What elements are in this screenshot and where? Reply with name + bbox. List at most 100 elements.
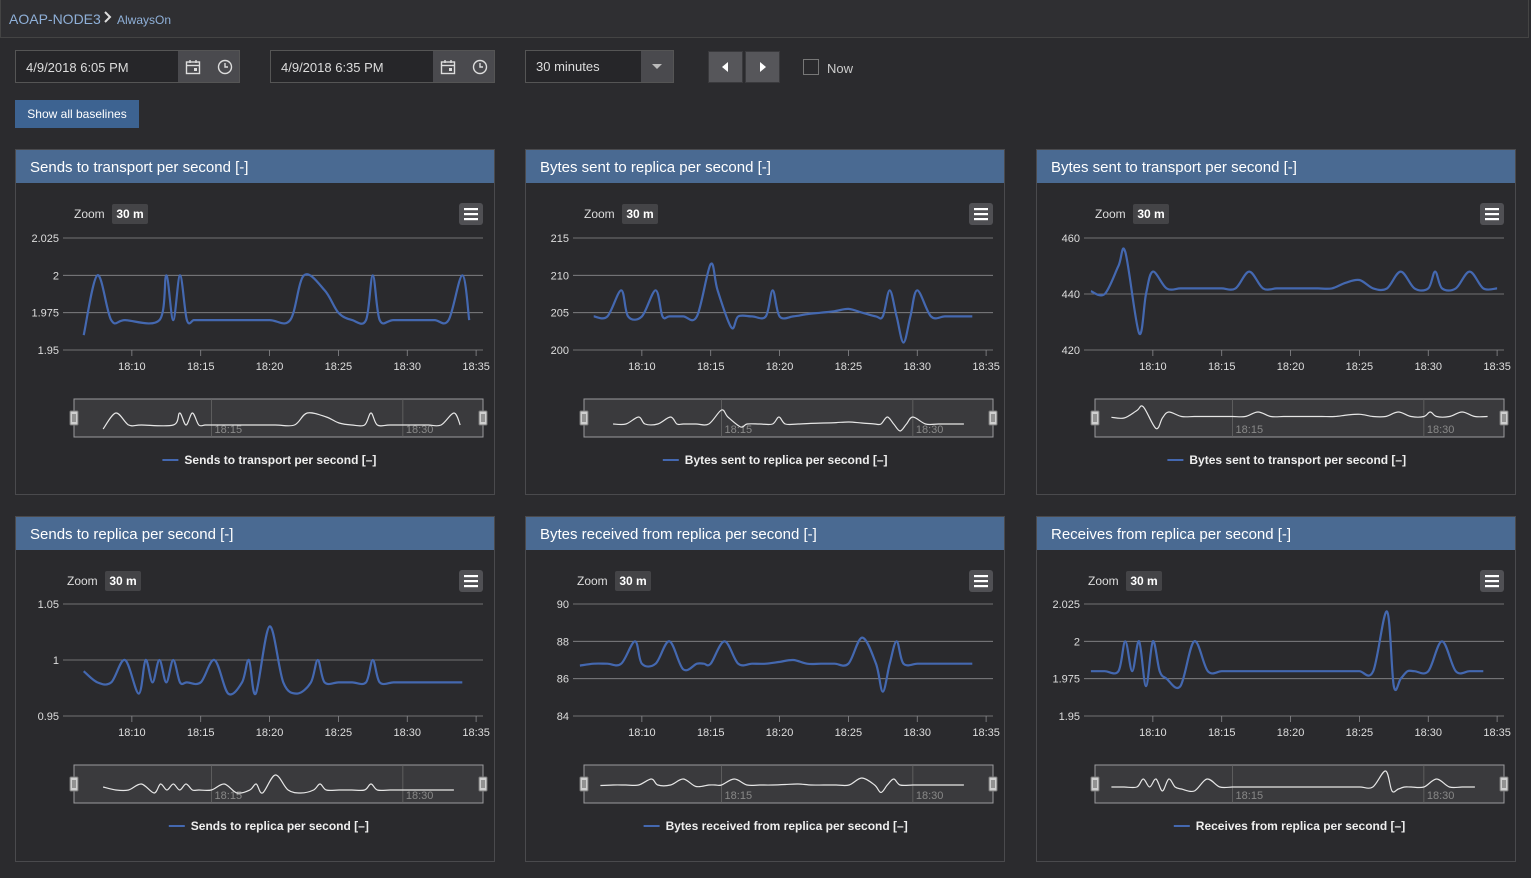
navigator-handle[interactable] bbox=[69, 410, 79, 426]
navigator[interactable] bbox=[1094, 398, 1505, 438]
prev-button[interactable] bbox=[708, 51, 743, 83]
x-tick-label: 18:20 bbox=[1277, 727, 1305, 739]
y-tick-label: 200 bbox=[551, 345, 569, 357]
navigator-tick-label: 18:30 bbox=[916, 790, 944, 802]
navigator-handle[interactable] bbox=[69, 776, 79, 792]
x-tick-label: 18:10 bbox=[1139, 361, 1167, 373]
menu-bar bbox=[1485, 213, 1499, 216]
now-checkbox[interactable] bbox=[803, 59, 819, 75]
zoom-30m-button[interactable] bbox=[112, 204, 148, 224]
x-tick-label: 18:15 bbox=[1208, 727, 1236, 739]
legend-item[interactable]: Receives from replica per second [–] bbox=[1196, 819, 1405, 833]
end-datetime-value[interactable]: 4/9/2018 6:35 PM bbox=[281, 60, 384, 75]
x-tick-label: 18:10 bbox=[628, 727, 656, 739]
zoom-30m-button[interactable] bbox=[1133, 204, 1169, 224]
now-label[interactable]: Now bbox=[827, 61, 854, 76]
y-tick-label: 215 bbox=[551, 233, 569, 245]
calendar-icon[interactable] bbox=[185, 59, 201, 75]
panel-title: Sends to transport per second [-] bbox=[30, 159, 249, 176]
zoom-value[interactable]: 30 m bbox=[626, 207, 653, 221]
clock-icon[interactable] bbox=[472, 59, 488, 75]
zoom-30m-button[interactable] bbox=[1126, 571, 1162, 591]
y-tick-label: 210 bbox=[551, 270, 569, 282]
show-all-baselines-button[interactable]: Show all baselines bbox=[15, 100, 139, 128]
navigator[interactable] bbox=[73, 398, 484, 438]
navigator[interactable] bbox=[1094, 764, 1505, 804]
x-tick-label: 18:30 bbox=[393, 727, 421, 739]
x-tick-label: 18:30 bbox=[393, 361, 421, 373]
navigator-tick-label: 18:30 bbox=[1427, 790, 1455, 802]
navigator-tick-label: 18:15 bbox=[1236, 790, 1264, 802]
navigator-handle[interactable] bbox=[988, 776, 998, 792]
zoom-value[interactable]: 30 m bbox=[1130, 574, 1157, 588]
breadcrumb-bar: AOAP-NODE3 AlwaysOn bbox=[0, 0, 1529, 38]
clock-icon[interactable] bbox=[217, 59, 233, 75]
zoom-value[interactable]: 30 m bbox=[619, 574, 646, 588]
dropdown-arrow-icon[interactable] bbox=[641, 51, 673, 82]
end-datetime-field[interactable]: 4/9/2018 6:35 PM bbox=[270, 50, 495, 83]
x-tick-label: 18:15 bbox=[697, 361, 725, 373]
y-tick-label: 84 bbox=[557, 711, 569, 723]
legend-item[interactable]: Sends to replica per second [–] bbox=[191, 819, 369, 833]
legend-item[interactable]: Bytes sent to transport per second [–] bbox=[1189, 453, 1406, 467]
navigator-handle[interactable] bbox=[478, 776, 488, 792]
start-datetime-value[interactable]: 4/9/2018 6:05 PM bbox=[26, 60, 129, 75]
panel-title: Receives from replica per second [-] bbox=[1051, 526, 1292, 543]
hamburger-menu-icon[interactable] bbox=[969, 570, 993, 592]
x-tick-label: 18:30 bbox=[1414, 361, 1442, 373]
x-tick-label: 18:30 bbox=[903, 361, 931, 373]
navigator-handle[interactable] bbox=[478, 410, 488, 426]
next-button[interactable] bbox=[745, 51, 780, 83]
hamburger-menu-icon[interactable] bbox=[459, 203, 483, 225]
menu-bar bbox=[974, 213, 988, 216]
legend-item[interactable]: Bytes received from replica per second [… bbox=[666, 819, 908, 833]
x-tick-label: 18:35 bbox=[1483, 361, 1511, 373]
zoom-value[interactable]: 30 m bbox=[1137, 207, 1164, 221]
zoom-30m-button[interactable] bbox=[615, 571, 651, 591]
hamburger-menu-icon[interactable] bbox=[1480, 570, 1504, 592]
breadcrumb-root[interactable]: AOAP-NODE3 bbox=[9, 11, 101, 27]
zoom-30m-button[interactable] bbox=[105, 571, 141, 591]
legend-item[interactable]: Bytes sent to replica per second [–] bbox=[685, 453, 888, 467]
navigator-handle[interactable] bbox=[1499, 410, 1509, 426]
range-select[interactable]: 30 minutes bbox=[525, 50, 674, 83]
navigator-handle[interactable] bbox=[988, 410, 998, 426]
menu-bar bbox=[464, 218, 478, 221]
menu-bar bbox=[1485, 208, 1499, 211]
y-tick-label: 2 bbox=[53, 270, 59, 282]
y-tick-label: 420 bbox=[1062, 345, 1080, 357]
y-tick-label: 88 bbox=[557, 636, 569, 648]
series-line bbox=[593, 262, 973, 344]
line-chart: Zoom 30 m 2.025 2 1.975 1.95 18:10 18:15 18:20 18… bbox=[31, 203, 490, 467]
breadcrumb-leaf[interactable]: AlwaysOn bbox=[117, 13, 172, 27]
menu-bar bbox=[464, 580, 478, 583]
chart-panel: Bytes sent to replica per second [-] Zoo… bbox=[525, 149, 1005, 495]
panel-header: Bytes sent to replica per second [-] bbox=[526, 150, 1004, 183]
panel-header: Sends to transport per second [-] bbox=[16, 150, 494, 183]
zoom-30m-button[interactable] bbox=[622, 204, 658, 224]
hamburger-menu-icon[interactable] bbox=[1480, 203, 1504, 225]
zoom-label: Zoom bbox=[1095, 207, 1126, 221]
navigator-handle[interactable] bbox=[1499, 776, 1509, 792]
navigator[interactable] bbox=[583, 398, 994, 438]
hamburger-menu-icon[interactable] bbox=[969, 203, 993, 225]
legend-item[interactable]: Sends to transport per second [–] bbox=[184, 453, 376, 467]
navigator-handle[interactable] bbox=[1090, 410, 1100, 426]
y-tick-label: 2.025 bbox=[1052, 599, 1080, 611]
y-tick-label: 0.95 bbox=[38, 711, 59, 723]
start-datetime-field[interactable]: 4/9/2018 6:05 PM bbox=[15, 50, 240, 83]
y-tick-label: 1.95 bbox=[1059, 711, 1080, 723]
line-chart: Zoom 30 m 215 210 205 200 18:10 18:15 18:20 18:25… bbox=[551, 203, 1000, 467]
zoom-value[interactable]: 30 m bbox=[109, 574, 136, 588]
navigator-tick-label: 18:30 bbox=[916, 424, 944, 436]
zoom-value[interactable]: 30 m bbox=[116, 207, 143, 221]
navigator-handle[interactable] bbox=[579, 410, 589, 426]
calendar-icon[interactable] bbox=[440, 59, 456, 75]
navigator-handle[interactable] bbox=[579, 776, 589, 792]
x-tick-label: 18:35 bbox=[462, 361, 490, 373]
hamburger-menu-icon[interactable] bbox=[459, 570, 483, 592]
x-tick-label: 18:30 bbox=[1414, 727, 1442, 739]
panel-header: Receives from replica per second [-] bbox=[1037, 517, 1515, 550]
navigator-series-line bbox=[102, 774, 454, 794]
navigator-handle[interactable] bbox=[1090, 776, 1100, 792]
